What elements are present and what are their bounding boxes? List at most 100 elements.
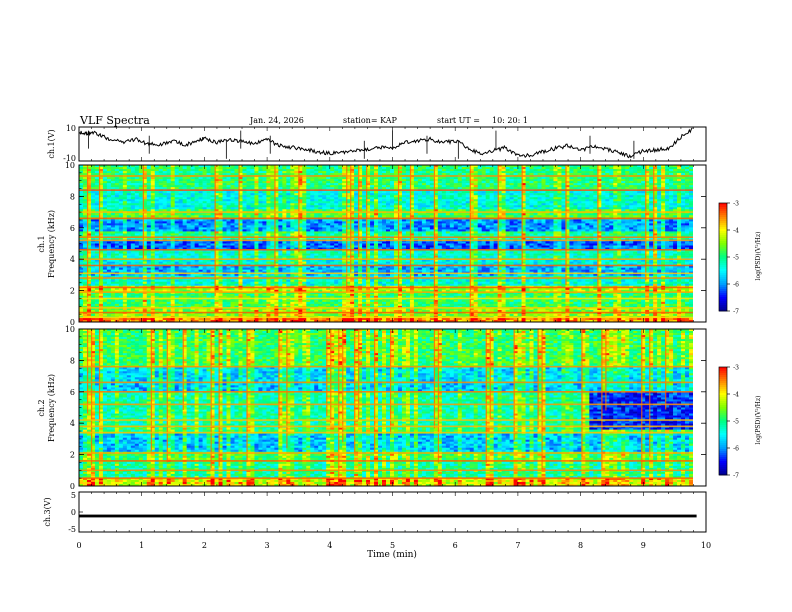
ch1-spectrogram-cell bbox=[613, 205, 618, 208]
ch1-spectrogram-cell bbox=[106, 215, 112, 218]
ch1-spectrogram-cell bbox=[521, 205, 526, 208]
ch1-spectrogram-cell bbox=[166, 227, 171, 230]
ch1-spectrogram-cell bbox=[601, 195, 606, 198]
ch1-spectrogram-cell bbox=[461, 225, 467, 228]
ch1-spectrogram-cell bbox=[561, 165, 566, 168]
ch1-spectrogram-cell bbox=[685, 165, 690, 168]
ch1-spectrogram-cell bbox=[370, 199, 375, 202]
ch1-spectrogram-cell bbox=[138, 205, 144, 208]
ch1-spectrogram-cell bbox=[166, 219, 171, 222]
ch1-spectrogram-cell bbox=[194, 199, 199, 202]
ch1-spectrogram-cell bbox=[286, 199, 291, 202]
ch1-spectrogram-cell bbox=[445, 177, 451, 180]
ch1-spectrogram-cell bbox=[246, 201, 251, 204]
ch1-spectrogram-cell bbox=[182, 201, 187, 204]
ch1-spectrogram-cell bbox=[298, 207, 303, 210]
ch1-spectrogram-cell bbox=[126, 191, 132, 194]
ch1-spectrogram-cell bbox=[581, 185, 586, 188]
ch1-spectrogram-cell bbox=[290, 225, 295, 228]
ch1-spectrogram-cell bbox=[669, 191, 674, 194]
ch1-spectrogram-cell bbox=[621, 201, 626, 204]
ch1-spectrogram-cell bbox=[218, 209, 223, 212]
ch1-spectrogram-cell bbox=[441, 227, 447, 230]
ch1-spectrogram-cell bbox=[106, 223, 112, 226]
ch1-spectrogram-cell bbox=[573, 195, 578, 198]
ch1-spectrogram-cell bbox=[677, 219, 682, 222]
ch1-spectrogram-cell bbox=[565, 185, 570, 188]
ch1-spectrogram-cell bbox=[629, 187, 634, 190]
ch1-spectrogram-cell bbox=[569, 177, 574, 180]
ch1-spectrogram-cell bbox=[681, 191, 686, 194]
ch1-spectrogram-cell bbox=[258, 201, 263, 204]
ch1-spectrogram-cell bbox=[174, 199, 179, 202]
ch1-spectrogram-cell bbox=[449, 205, 455, 208]
ch1-spectrogram-cell bbox=[234, 207, 239, 210]
ch1-spectrogram-cell bbox=[258, 223, 263, 226]
ch1-spectrogram-cell bbox=[505, 183, 510, 186]
ch1-spectrogram-cell bbox=[613, 173, 618, 176]
ch1-spectrogram-cell bbox=[665, 191, 670, 194]
ch1-spectrogram-cell bbox=[509, 199, 514, 202]
ch1-spectrogram-cell bbox=[425, 177, 431, 180]
ch1-spectrogram-cell bbox=[593, 199, 598, 202]
ch1-spectrogram-cell bbox=[397, 195, 403, 198]
ch1-spectrogram-cell bbox=[581, 223, 586, 226]
ch1-spectrogram-cell bbox=[533, 185, 538, 188]
ch1-spectrogram-cell bbox=[589, 225, 594, 228]
ch1-spectrogram-cell bbox=[461, 223, 467, 226]
ch1-spectrogram-cell bbox=[270, 181, 275, 184]
ch1-spectrogram-cell bbox=[182, 209, 187, 212]
ch1-spectrogram-cell bbox=[457, 215, 463, 218]
ch1-spectrogram-cell bbox=[485, 191, 490, 194]
ch1-spectrogram-cell bbox=[230, 203, 235, 206]
ch1-spectrogram-cell bbox=[318, 169, 323, 172]
ch1-spectrogram-cell bbox=[94, 213, 100, 216]
ch1-spectrogram-cell bbox=[374, 177, 379, 180]
ch1-spectrogram-cell bbox=[278, 193, 283, 196]
ch1-spectrogram-cell bbox=[633, 173, 638, 176]
ch1-spectrogram-cell bbox=[146, 179, 152, 182]
ch1-spectrogram-cell bbox=[533, 199, 538, 202]
ch1-spectrogram-cell bbox=[222, 213, 227, 216]
ch1-spectrogram-cell bbox=[677, 195, 682, 198]
ch1-spectrogram-cell bbox=[178, 177, 183, 180]
ch1-spectrogram-cell bbox=[581, 165, 586, 168]
ch1-spectrogram-cell bbox=[330, 195, 335, 198]
ch1-spectrogram-cell bbox=[625, 209, 630, 212]
ch1-spectrogram-cell bbox=[409, 185, 415, 188]
ch1-spectrogram-cell bbox=[294, 225, 299, 228]
ch1-spectrogram-cell bbox=[238, 203, 243, 206]
ch1-spectrogram-cell bbox=[633, 179, 638, 182]
ch1-spectrogram-cell bbox=[286, 171, 291, 174]
ch1-spectrogram-cell bbox=[346, 219, 351, 222]
ch1-spectrogram-cell bbox=[146, 173, 152, 176]
ch1-spectrogram-cell bbox=[625, 169, 630, 172]
ch1-spectrogram-cell bbox=[154, 171, 160, 174]
ch1-spectrogram-cell bbox=[198, 197, 203, 200]
ch1-spectrogram-cell bbox=[150, 183, 156, 186]
ch1-spectrogram-cell bbox=[214, 173, 219, 176]
ch1-spectrogram-cell bbox=[282, 191, 287, 194]
ch1-spectrogram-cell bbox=[294, 197, 299, 200]
ch1-spectrogram-cell bbox=[557, 213, 562, 216]
ch1-spectrogram-cell bbox=[533, 205, 538, 208]
ch1-spectrogram-cell bbox=[445, 197, 451, 200]
ch1-spectrogram-cell bbox=[206, 223, 211, 226]
ch1-spectrogram-cell bbox=[386, 187, 391, 190]
ch1-spectrogram-cell bbox=[218, 195, 223, 198]
ch1-spectrogram-cell bbox=[501, 203, 506, 206]
ch1-spectrogram-cell bbox=[286, 223, 291, 226]
ch1-spectrogram-cell bbox=[525, 205, 530, 208]
ch1-spectrogram-cell bbox=[206, 221, 211, 224]
ch1-spectrogram-cell bbox=[621, 167, 626, 170]
ch1-spectrogram-cell bbox=[533, 213, 538, 216]
ch1-spectrogram-cell bbox=[553, 191, 558, 194]
ch1-spectrogram-cell bbox=[557, 201, 562, 204]
ch1-spectrogram-cell bbox=[242, 213, 247, 216]
ch1-spectrogram-cell bbox=[370, 219, 375, 222]
ch1-spectrogram-cell bbox=[262, 207, 267, 210]
ch1-spectrogram-cell bbox=[637, 223, 642, 226]
ch1-spectrogram-cell bbox=[421, 179, 427, 182]
ch1-spectrogram-cell bbox=[665, 221, 670, 224]
ch1-spectrogram-cell bbox=[214, 227, 219, 230]
